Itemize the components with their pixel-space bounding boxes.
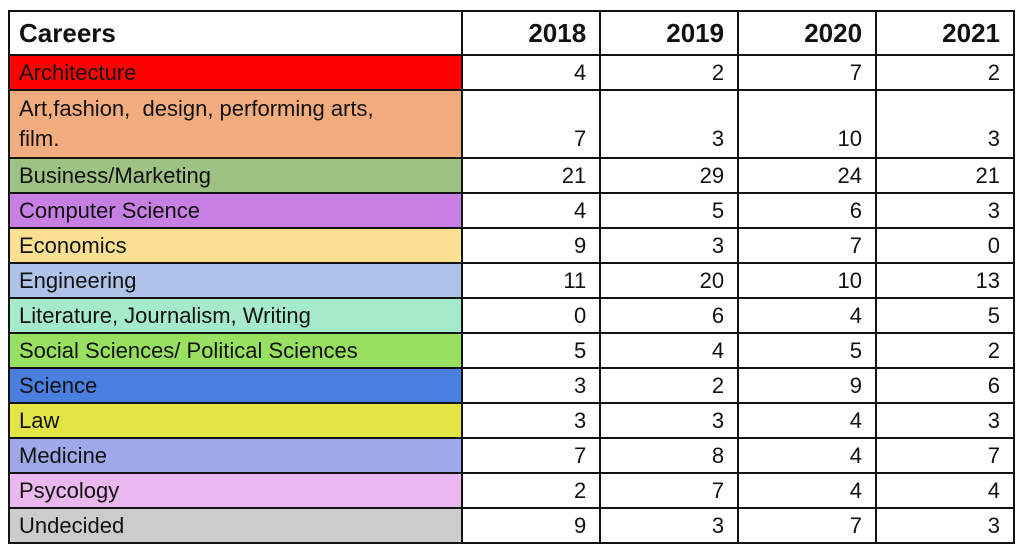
value-cell: 2 bbox=[875, 54, 1015, 91]
value-cell: 7 bbox=[737, 54, 878, 91]
career-label-cell: Art,fashion, design, performing arts, fi… bbox=[7, 89, 464, 159]
value-cell: 3 bbox=[875, 192, 1015, 229]
value-cell: 2 bbox=[461, 472, 602, 509]
value-cell: 4 bbox=[461, 192, 602, 229]
value-cell: 2 bbox=[599, 367, 740, 404]
career-label-cell: Social Sciences/ Political Sciences bbox=[7, 332, 464, 369]
column-header-careers: Careers bbox=[7, 10, 464, 56]
value-cell: 4 bbox=[599, 332, 740, 369]
value-cell: 9 bbox=[737, 367, 878, 404]
value-cell: 7 bbox=[737, 507, 878, 544]
table-row-engineering: Engineering 11 20 10 13 bbox=[7, 262, 1015, 299]
career-label-cell: Law bbox=[7, 402, 464, 439]
value-cell: 4 bbox=[737, 472, 878, 509]
career-label-cell: Engineering bbox=[7, 262, 464, 299]
career-label-cell: Computer Science bbox=[7, 192, 464, 229]
value-cell: 29 bbox=[599, 157, 740, 194]
value-cell: 4 bbox=[737, 297, 878, 334]
value-cell: 3 bbox=[461, 367, 602, 404]
column-header-2019: 2019 bbox=[599, 10, 740, 56]
value-cell: 21 bbox=[875, 157, 1015, 194]
career-label-cell: Literature, Journalism, Writing bbox=[7, 297, 464, 334]
value-cell: 9 bbox=[461, 507, 602, 544]
value-cell: 3 bbox=[875, 507, 1015, 544]
careers-table-container: Careers 2018 2019 2020 2021 Architecture… bbox=[7, 10, 1015, 544]
career-label-cell: Psycology bbox=[7, 472, 464, 509]
table-row-computer-science: Computer Science 4 5 6 3 bbox=[7, 192, 1015, 229]
value-cell: 2 bbox=[599, 54, 740, 91]
value-cell: 8 bbox=[599, 437, 740, 474]
value-cell: 9 bbox=[461, 227, 602, 264]
table-row-literature-journalism-writing: Literature, Journalism, Writing 0 6 4 5 bbox=[7, 297, 1015, 334]
career-label-cell: Undecided bbox=[7, 507, 464, 544]
table-row-social-political-sciences: Social Sciences/ Political Sciences 5 4 … bbox=[7, 332, 1015, 369]
value-cell: 7 bbox=[737, 227, 878, 264]
value-cell: 6 bbox=[599, 297, 740, 334]
career-label-cell: Business/Marketing bbox=[7, 157, 464, 194]
career-label-cell: Medicine bbox=[7, 437, 464, 474]
table-row-psycology: Psycology 2 7 4 4 bbox=[7, 472, 1015, 509]
value-cell: 10 bbox=[737, 262, 878, 299]
value-cell: 20 bbox=[599, 262, 740, 299]
value-cell: 3 bbox=[599, 89, 740, 159]
table-row-science: Science 3 2 9 6 bbox=[7, 367, 1015, 404]
career-label-cell: Science bbox=[7, 367, 464, 404]
value-cell: 7 bbox=[461, 437, 602, 474]
column-header-2018: 2018 bbox=[461, 10, 602, 56]
value-cell: 3 bbox=[599, 402, 740, 439]
value-cell: 3 bbox=[875, 402, 1015, 439]
value-cell: 7 bbox=[599, 472, 740, 509]
value-cell: 3 bbox=[875, 89, 1015, 159]
table-row-art-fashion: Art,fashion, design, performing arts, fi… bbox=[7, 89, 1015, 159]
value-cell: 13 bbox=[875, 262, 1015, 299]
value-cell: 6 bbox=[737, 192, 878, 229]
value-cell: 4 bbox=[737, 437, 878, 474]
value-cell: 5 bbox=[737, 332, 878, 369]
value-cell: 7 bbox=[875, 437, 1015, 474]
value-cell: 3 bbox=[599, 507, 740, 544]
value-cell: 21 bbox=[461, 157, 602, 194]
value-cell: 5 bbox=[461, 332, 602, 369]
value-cell: 2 bbox=[875, 332, 1015, 369]
career-label-cell: Architecture bbox=[7, 54, 464, 91]
table-row-medicine: Medicine 7 8 4 7 bbox=[7, 437, 1015, 474]
value-cell: 0 bbox=[461, 297, 602, 334]
table-row-undecided: Undecided 9 3 7 3 bbox=[7, 507, 1015, 544]
value-cell: 11 bbox=[461, 262, 602, 299]
value-cell: 3 bbox=[599, 227, 740, 264]
value-cell: 5 bbox=[599, 192, 740, 229]
value-cell: 24 bbox=[737, 157, 878, 194]
career-label-cell: Economics bbox=[7, 227, 464, 264]
value-cell: 4 bbox=[875, 472, 1015, 509]
header-row: Careers 2018 2019 2020 2021 bbox=[7, 10, 1015, 56]
table-row-economics: Economics 9 3 7 0 bbox=[7, 227, 1015, 264]
value-cell: 10 bbox=[737, 89, 878, 159]
column-header-2021: 2021 bbox=[875, 10, 1015, 56]
table-row-architecture: Architecture 4 2 7 2 bbox=[7, 54, 1015, 91]
value-cell: 4 bbox=[737, 402, 878, 439]
value-cell: 7 bbox=[461, 89, 602, 159]
table-row-business-marketing: Business/Marketing 21 29 24 21 bbox=[7, 157, 1015, 194]
careers-table: Careers 2018 2019 2020 2021 Architecture… bbox=[7, 10, 1015, 544]
value-cell: 4 bbox=[461, 54, 602, 91]
table-row-law: Law 3 3 4 3 bbox=[7, 402, 1015, 439]
value-cell: 3 bbox=[461, 402, 602, 439]
column-header-2020: 2020 bbox=[737, 10, 878, 56]
value-cell: 6 bbox=[875, 367, 1015, 404]
value-cell: 0 bbox=[875, 227, 1015, 264]
value-cell: 5 bbox=[875, 297, 1015, 334]
